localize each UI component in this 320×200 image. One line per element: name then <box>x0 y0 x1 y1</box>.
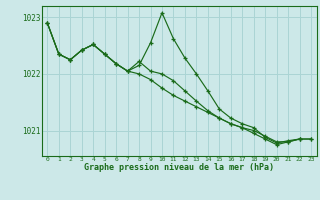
X-axis label: Graphe pression niveau de la mer (hPa): Graphe pression niveau de la mer (hPa) <box>84 163 274 172</box>
